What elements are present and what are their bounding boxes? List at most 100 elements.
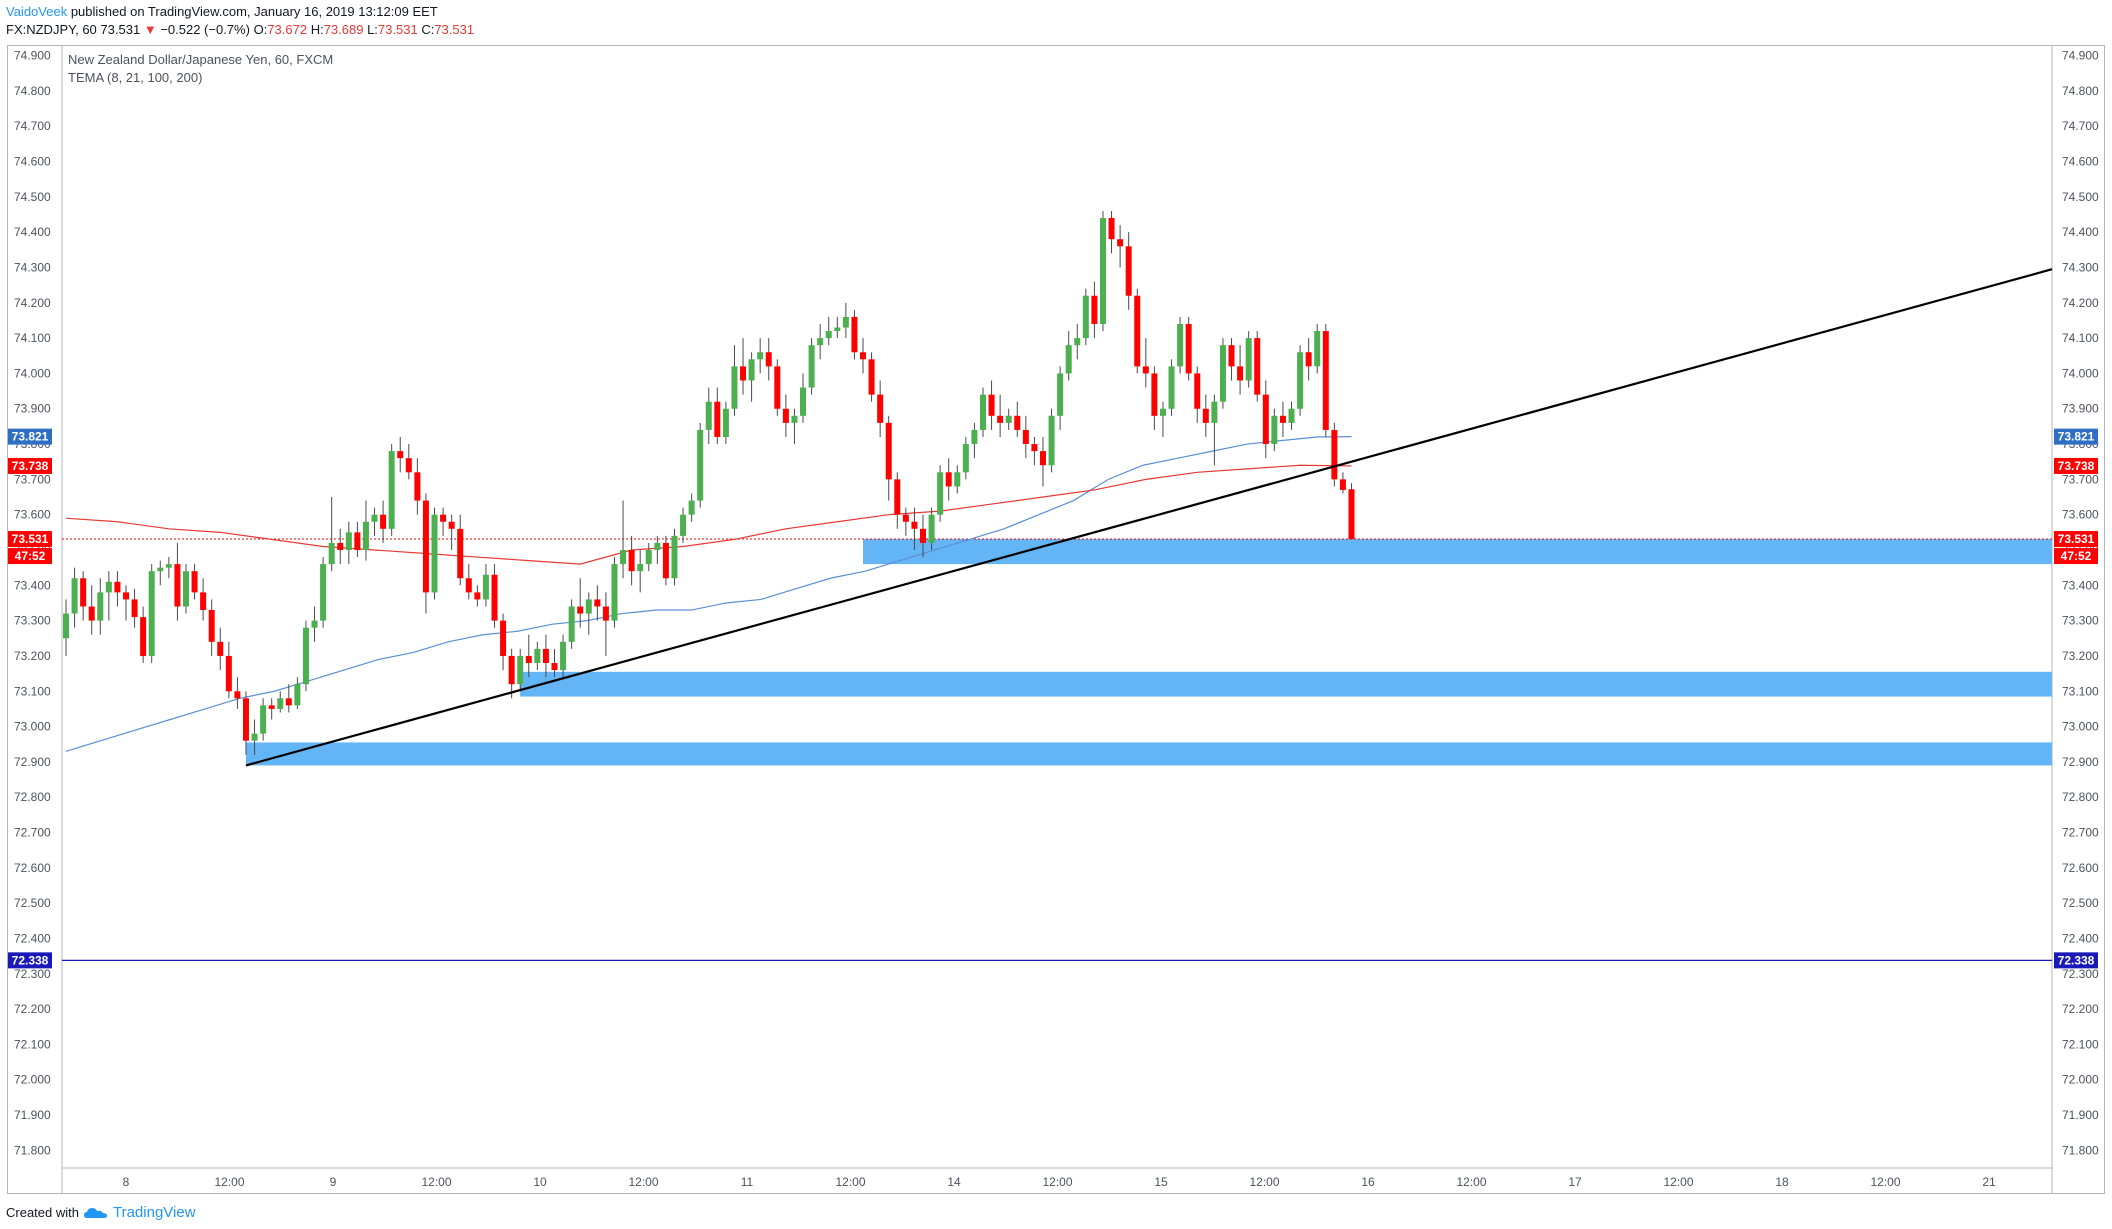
candle (414, 458, 421, 515)
candle (714, 387, 721, 445)
candle-body (817, 338, 824, 346)
candle-body (1297, 352, 1304, 409)
price-tick-label-left: 71.800 (14, 1143, 51, 1157)
price-tick-label-right: 72.600 (2062, 861, 2099, 875)
candle-body (260, 705, 267, 734)
candle-body (345, 532, 352, 550)
candle-body (422, 500, 429, 593)
candle-body (465, 578, 472, 593)
candle-body (920, 528, 926, 543)
candle-body (1048, 415, 1055, 466)
candle (680, 507, 687, 543)
candle (731, 345, 738, 416)
candle-body (380, 514, 387, 529)
countdown-badge-right (2054, 548, 2098, 565)
candle-body (594, 599, 601, 607)
candle-body (302, 627, 309, 685)
candle (474, 585, 481, 607)
candle (1099, 210, 1106, 332)
candle (345, 521, 352, 565)
candle (920, 514, 926, 558)
price-badge-right (2054, 952, 2098, 969)
candle (448, 514, 455, 550)
candle-body (397, 451, 404, 459)
candle (774, 359, 781, 416)
time-tick-label: 14 (947, 1175, 961, 1189)
time-tick-label: 8 (123, 1175, 130, 1189)
candle (234, 677, 241, 709)
price-tick-label-right: 74.900 (2062, 49, 2099, 63)
candle-body (97, 592, 104, 621)
candle-body (440, 514, 447, 522)
tradingview-brand[interactable]: TradingView (112, 1204, 196, 1221)
candle (482, 564, 489, 607)
candle (1048, 408, 1055, 473)
candle (620, 500, 627, 579)
candle-body (311, 620, 318, 628)
candle-body (1331, 429, 1338, 480)
candle (1125, 232, 1132, 310)
price-tick-label-right: 74.100 (2062, 331, 2099, 345)
candle-body (997, 415, 1004, 423)
price-tick-label-left: 74.500 (14, 190, 51, 204)
trendline-layer[interactable] (245, 268, 2053, 767)
candle (937, 465, 944, 522)
price-badge-left (8, 428, 52, 445)
candle (191, 564, 198, 600)
price-badges: 73.821 73.821 73.738 73.738 73.531 73.531 72.3… (8, 428, 2098, 969)
price-tick-label-right: 74.800 (2062, 84, 2099, 98)
candle-body (1314, 331, 1321, 367)
price-badge-left (8, 457, 52, 474)
candle (525, 634, 532, 678)
candle (817, 323, 824, 360)
candle-body (208, 610, 215, 642)
author-link[interactable]: VaidoVeek (6, 4, 68, 19)
candle-body (1194, 373, 1201, 409)
candle-body (1245, 338, 1252, 381)
candle (1297, 345, 1304, 416)
price-change: −0.522 (−0.7%) (160, 22, 250, 37)
price-badge-label-right: 73.821 (2058, 430, 2095, 444)
candle (577, 578, 584, 628)
candle (302, 620, 309, 692)
support-zone (245, 742, 2053, 766)
candle (1348, 483, 1355, 540)
candle (182, 564, 189, 614)
candle (997, 394, 1004, 437)
candle (594, 585, 601, 621)
candle-body (1211, 401, 1218, 423)
candle-body (1305, 352, 1312, 367)
candle (825, 316, 832, 346)
candle-body (482, 574, 489, 600)
candle (1022, 415, 1029, 459)
footer: Created with TradingView (6, 1204, 196, 1221)
candle-body (962, 444, 969, 473)
price-tick-label-left: 74.000 (14, 366, 51, 380)
candle-body (234, 691, 241, 699)
candle-body (842, 316, 849, 328)
candle-body (131, 599, 138, 618)
ascending-trendline[interactable] (245, 268, 2053, 767)
low-label: L: (367, 22, 378, 37)
time-axis[interactable]: 8 12:00 9 12:00 10 12:00 11 12:00 14 12:00 15 12:00… (123, 1175, 1996, 1189)
price-tick-label-left: 74.300 (14, 260, 51, 274)
price-axis[interactable]: 71.800 71.800 71.900 71.900 72.000 72.000 72.1… (14, 49, 2099, 1158)
candle-body (534, 648, 541, 664)
price-tick-label-left: 72.200 (14, 1002, 51, 1016)
price-tick-label-left: 72.400 (14, 931, 51, 945)
candle-body (1168, 366, 1175, 409)
candle-body (362, 521, 369, 550)
candle-body (63, 613, 69, 639)
price-tick-label-left: 73.600 (14, 508, 51, 522)
candle-body (448, 521, 455, 529)
candle (877, 380, 884, 437)
candle-body (1177, 323, 1184, 367)
candle (500, 613, 507, 671)
ohlc-line: FX:NZDJPY, 60 73.531 ▼ −0.522 (−0.7%) O:… (6, 21, 474, 39)
price-tick-label-right: 74.000 (2062, 366, 2099, 380)
candle (422, 493, 429, 614)
candle-body (800, 387, 807, 416)
high-label: H: (310, 22, 324, 37)
candle (842, 302, 849, 339)
